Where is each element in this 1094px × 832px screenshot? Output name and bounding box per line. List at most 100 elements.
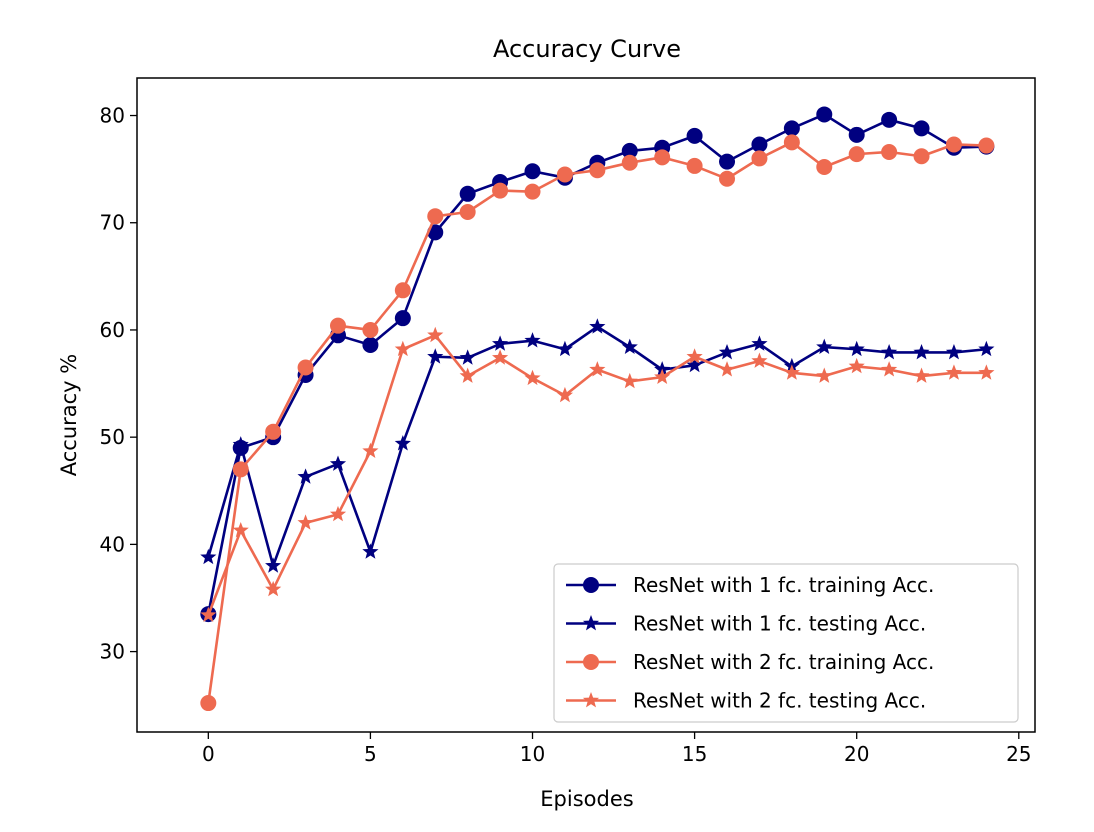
data-point (751, 136, 768, 153)
x-tick-label: 20 (844, 742, 869, 766)
chart-title: Accuracy Curve (493, 35, 681, 63)
data-point (394, 435, 411, 451)
data-point (881, 361, 898, 377)
data-point (589, 318, 606, 334)
data-point (232, 521, 249, 538)
data-point (816, 158, 833, 175)
plot-area (200, 106, 995, 712)
legend-marker (583, 654, 599, 670)
data-point (556, 166, 573, 183)
data-point (200, 548, 217, 565)
legend: ResNet with 1 fc. training Acc. ResNet wi… (553, 563, 1019, 723)
data-point (978, 364, 995, 380)
data-point (783, 134, 800, 151)
data-point (686, 348, 703, 364)
data-point (848, 146, 865, 163)
data-point (686, 127, 703, 144)
data-point (394, 282, 411, 299)
data-point (394, 310, 411, 327)
legend-box (553, 563, 1019, 723)
legend-marker (582, 615, 600, 631)
data-point (718, 361, 736, 377)
data-point (589, 162, 606, 179)
axes-frame (136, 77, 1036, 733)
data-point (362, 321, 379, 338)
data-point (200, 695, 217, 712)
data-point (556, 340, 574, 357)
data-point (362, 442, 379, 458)
data-point (816, 106, 833, 123)
data-point (751, 352, 768, 368)
data-point (232, 436, 249, 452)
data-point (459, 349, 476, 365)
axis-ticks: 0 5 10 15 20 25 30 40 50 60 70 80 (100, 104, 1032, 766)
data-point (654, 368, 671, 384)
y-tick-label: 60 (100, 318, 125, 342)
legend-marker (582, 692, 600, 708)
data-point (459, 367, 476, 383)
legend-item: ResNet with 1 fc. training Acc. (566, 573, 934, 597)
data-point (913, 367, 930, 383)
y-axis-label: Accuracy % (57, 354, 81, 477)
x-axis-label: Episodes (540, 787, 633, 811)
y-tick-label: 70 (100, 211, 125, 235)
data-point (524, 332, 541, 348)
data-point (978, 340, 995, 357)
y-tick-label: 80 (100, 104, 125, 128)
data-point (945, 364, 963, 380)
x-tick-label: 10 (520, 742, 545, 766)
data-point (848, 357, 865, 374)
legend-label: ResNet with 1 fc. testing Acc. (633, 612, 926, 636)
legend-marker (583, 577, 599, 593)
data-point (751, 150, 768, 167)
data-point (881, 111, 898, 128)
data-point (913, 148, 930, 165)
data-point (200, 606, 217, 623)
data-point (297, 359, 314, 376)
x-tick-label: 5 (364, 742, 377, 766)
data-point (718, 343, 736, 360)
data-point (329, 505, 347, 522)
legend-item: ResNet with 2 fc. training Acc. (566, 650, 934, 674)
data-point (492, 335, 509, 351)
data-point (816, 367, 833, 383)
legend-label: ResNet with 1 fc. training Acc. (633, 573, 934, 597)
data-point (621, 142, 638, 159)
data-point (654, 149, 671, 166)
data-point (524, 183, 541, 200)
data-point (719, 170, 736, 187)
data-point (427, 208, 444, 225)
data-point (945, 136, 962, 153)
data-point (362, 543, 379, 559)
data-point (751, 335, 768, 351)
y-tick-label: 40 (100, 532, 125, 556)
y-tick-label: 50 (100, 425, 125, 449)
data-point (265, 423, 282, 440)
data-point (945, 343, 963, 360)
series-3 (200, 134, 995, 712)
data-point (459, 185, 476, 202)
data-point (427, 326, 444, 343)
data-point (492, 349, 509, 365)
data-point (978, 137, 995, 154)
data-point (881, 143, 898, 160)
data-point (783, 120, 800, 137)
y-tick-label: 30 (100, 640, 125, 664)
series-4 (200, 326, 995, 623)
data-point (362, 336, 379, 353)
legend-label: ResNet with 2 fc. training Acc. (633, 650, 934, 674)
x-tick-label: 0 (202, 742, 215, 766)
data-point (686, 157, 703, 174)
data-point (848, 340, 865, 357)
data-point (329, 455, 347, 471)
data-point (297, 468, 314, 484)
data-point (719, 153, 736, 170)
data-point (329, 317, 346, 334)
data-point (881, 343, 898, 360)
data-point (265, 580, 282, 597)
data-point (427, 348, 444, 364)
data-point (459, 204, 476, 221)
data-point (265, 557, 282, 573)
